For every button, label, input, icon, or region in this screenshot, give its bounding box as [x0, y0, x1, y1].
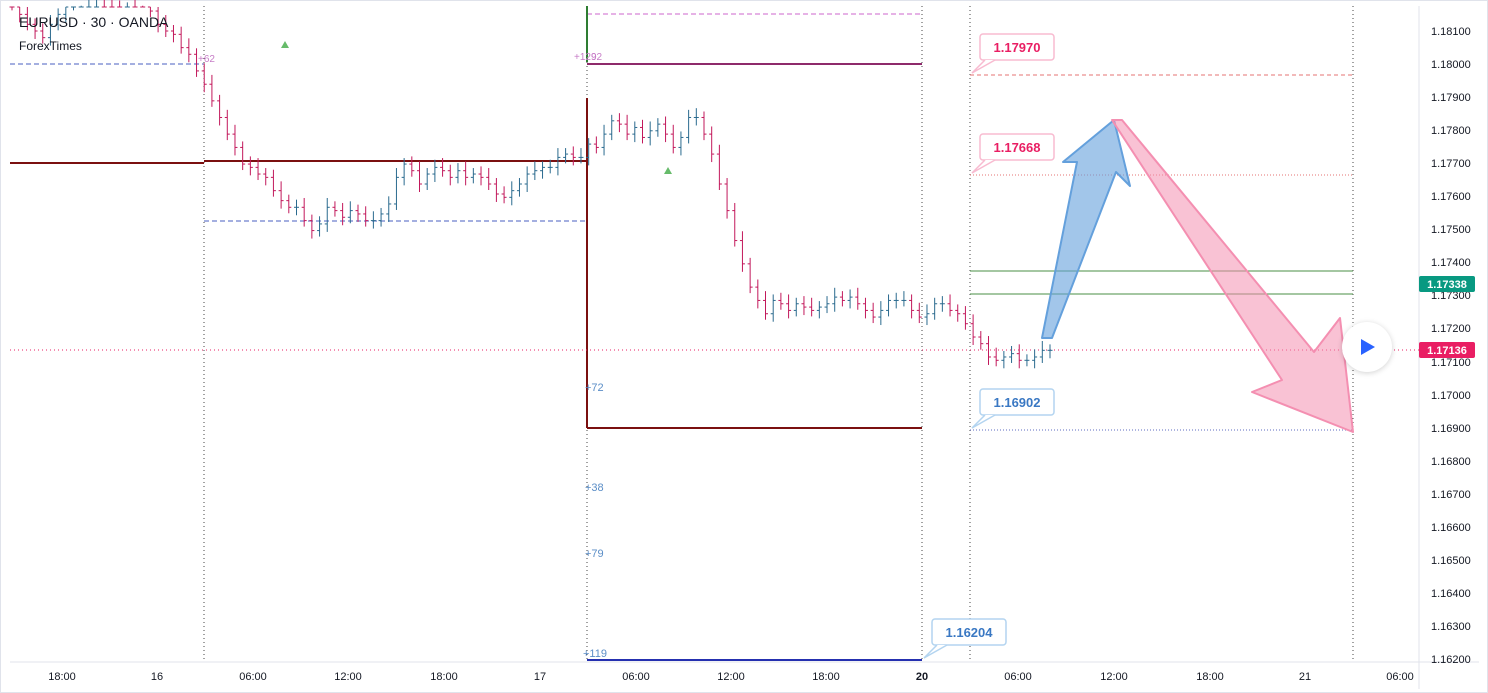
broker-label: OANDA: [118, 14, 169, 30]
y-tick-label: 1.17800: [1431, 125, 1471, 137]
y-tick-label: 1.17600: [1431, 191, 1471, 203]
pink-down-arrow: [1111, 119, 1354, 433]
y-tick-label: 1.17100: [1431, 357, 1471, 369]
x-tick-label: 06:00: [622, 671, 650, 683]
indicator-source-label[interactable]: ForexTimes: [19, 39, 82, 53]
x-tick-label: 18:00: [430, 671, 458, 683]
y-tick-label: 1.17700: [1431, 158, 1471, 170]
x-tick-label: 17: [534, 671, 546, 683]
x-tick-label: 06:00: [1004, 671, 1032, 683]
y-tick-label: 1.18000: [1431, 59, 1471, 71]
x-tick-label: 18:00: [48, 671, 76, 683]
y-tick-label: 1.17400: [1431, 257, 1471, 269]
y-tick-label: 1.16500: [1431, 555, 1471, 567]
x-tick-label: 20: [916, 671, 928, 683]
current-price-text: 1.17136: [1427, 345, 1467, 357]
y-tick-label: 1.16800: [1431, 456, 1471, 468]
annotation-label: +119: [583, 648, 607, 660]
annotation-label: +72: [585, 382, 604, 394]
price-callout[interactable]: 1.17668: [971, 133, 1055, 174]
symbol-title[interactable]: EURUSD · 30 · OANDA: [19, 14, 168, 30]
y-tick-label: 1.16600: [1431, 522, 1471, 534]
annotation-label: +79: [585, 548, 604, 560]
x-tick-label: 06:00: [239, 671, 267, 683]
signal-marker: [664, 167, 672, 174]
time-axis[interactable]: 18:00 16 06:00 12:00 18:00 17 06:00 12:0…: [48, 671, 1414, 683]
x-tick-label: 21: [1299, 671, 1311, 683]
y-tick-label: 1.18100: [1431, 26, 1471, 38]
y-tick-label: 1.17000: [1431, 390, 1471, 402]
price-callout[interactable]: 1.17970: [971, 33, 1055, 74]
price-callout[interactable]: 1.16902: [971, 388, 1055, 429]
x-tick-label: 18:00: [812, 671, 840, 683]
price-axis[interactable]: 1.18100 1.18000 1.17900 1.17800 1.17700 …: [1431, 26, 1471, 666]
candle-series: [9, 0, 1053, 369]
x-tick-label: 16: [151, 671, 163, 683]
x-tick-label: 12:00: [1100, 671, 1128, 683]
x-tick-label: 18:00: [1196, 671, 1224, 683]
annotation-label: +129: [574, 52, 597, 63]
y-tick-label: 1.16300: [1431, 621, 1471, 633]
scroll-to-realtime-button[interactable]: [1342, 322, 1392, 372]
y-tick-label: 1.17200: [1431, 323, 1471, 335]
previous-close-badge: 1.17338: [1419, 276, 1475, 292]
separator-dot: ·: [82, 14, 91, 30]
y-tick-label: 1.17300: [1431, 290, 1471, 302]
annotation-label: 92: [591, 52, 603, 63]
x-tick-label: 12:00: [334, 671, 362, 683]
x-tick-label: 06:00: [1386, 671, 1414, 683]
price-callout[interactable]: 1.16204: [923, 618, 1007, 659]
x-tick-label: 12:00: [717, 671, 745, 683]
blue-up-arrow: [1041, 119, 1131, 339]
y-tick-label: 1.17900: [1431, 92, 1471, 104]
y-tick-label: 1.17500: [1431, 224, 1471, 236]
y-tick-label: 1.16900: [1431, 423, 1471, 435]
previous-close-text: 1.17338: [1427, 279, 1467, 291]
separator-dot: ·: [110, 14, 119, 30]
signal-marker: [281, 41, 289, 48]
play-icon: [1361, 339, 1375, 355]
y-tick-label: 1.16200: [1431, 654, 1471, 666]
annotation-label: +62: [198, 54, 215, 65]
price-callout-text: 1.17668: [994, 140, 1041, 155]
y-tick-label: 1.16700: [1431, 489, 1471, 501]
price-callout-text: 1.16902: [994, 395, 1041, 410]
annotation-label: +38: [585, 482, 604, 494]
interval-label: 30: [90, 14, 107, 30]
price-callout-text: 1.17970: [994, 40, 1041, 55]
symbol-name: EURUSD: [19, 14, 79, 30]
price-callout-text: 1.16204: [946, 625, 994, 640]
current-price-badge: 1.17136: [1419, 342, 1475, 358]
y-tick-label: 1.16400: [1431, 588, 1471, 600]
